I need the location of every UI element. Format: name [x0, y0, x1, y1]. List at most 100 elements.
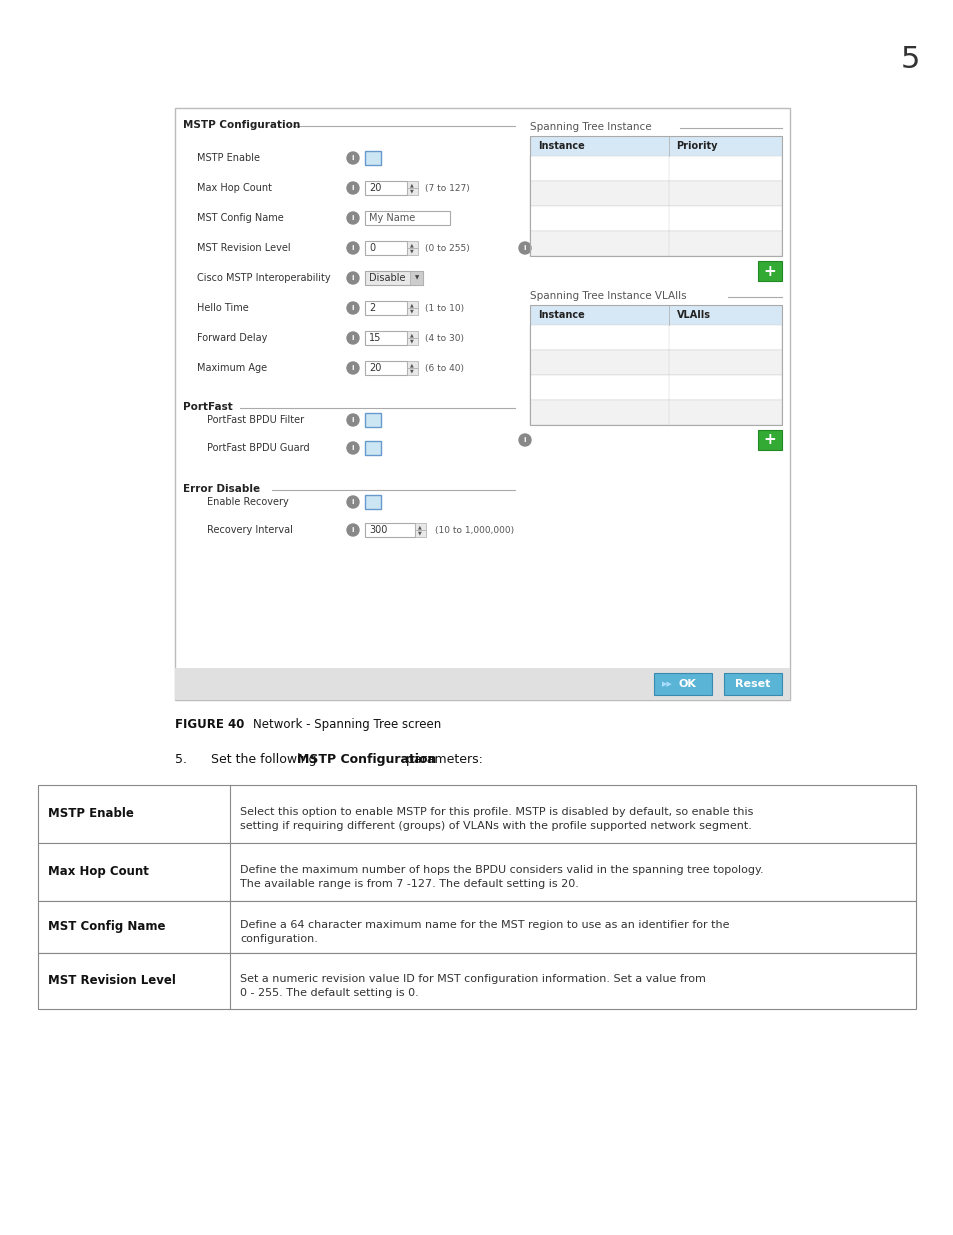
Bar — [407, 331, 417, 338]
Text: (7 to 127): (7 to 127) — [424, 184, 469, 193]
Text: +: + — [762, 263, 776, 279]
Text: Maximum Age: Maximum Age — [196, 363, 267, 373]
Text: 5.: 5. — [174, 753, 187, 766]
Bar — [407, 368, 417, 375]
Text: Error Disable: Error Disable — [183, 484, 260, 494]
Circle shape — [347, 272, 358, 284]
Bar — [365, 301, 407, 315]
Text: ▼: ▼ — [410, 248, 414, 253]
Bar — [530, 325, 781, 350]
Text: Instance: Instance — [537, 310, 584, 320]
Text: Max Hop Count: Max Hop Count — [48, 866, 149, 878]
Text: OK: OK — [678, 679, 695, 689]
Text: Priority: Priority — [676, 141, 718, 151]
Text: i: i — [352, 275, 354, 282]
Bar — [365, 522, 415, 537]
Bar — [723, 673, 781, 695]
Text: Set the following: Set the following — [199, 753, 320, 766]
Text: ▼: ▼ — [415, 275, 418, 280]
Circle shape — [347, 242, 358, 254]
Text: Forward Delay: Forward Delay — [196, 333, 267, 343]
Text: Define the maximum number of hops the BPDU considers valid in the spanning tree : Define the maximum number of hops the BP… — [240, 864, 762, 876]
Text: (0 to 255): (0 to 255) — [424, 243, 469, 252]
Text: Enable Recovery: Enable Recovery — [207, 496, 289, 508]
Bar — [530, 350, 781, 375]
Text: Hello Time: Hello Time — [196, 303, 249, 312]
Text: 2: 2 — [369, 303, 375, 312]
Text: i: i — [352, 499, 354, 505]
Bar — [407, 241, 417, 248]
Bar — [407, 338, 417, 345]
Text: +: + — [762, 432, 776, 447]
Bar — [407, 308, 417, 315]
Bar — [530, 136, 781, 156]
Text: i: i — [523, 437, 526, 443]
Text: i: i — [352, 245, 354, 251]
Bar — [365, 441, 380, 454]
Text: MSTP Enable: MSTP Enable — [48, 808, 133, 820]
Text: 20: 20 — [369, 183, 381, 193]
Circle shape — [347, 496, 358, 508]
Text: 5: 5 — [900, 44, 919, 74]
Text: MSTP Configuration: MSTP Configuration — [183, 120, 300, 130]
Bar — [530, 156, 781, 182]
Text: i: i — [352, 417, 354, 424]
Bar — [365, 182, 407, 195]
Text: Disable: Disable — [369, 273, 405, 283]
Text: PortFast: PortFast — [183, 403, 233, 412]
Bar — [758, 261, 781, 282]
Bar — [38, 953, 915, 1009]
Text: ▼: ▼ — [410, 368, 414, 373]
Bar — [407, 361, 417, 368]
Text: ▼: ▼ — [410, 189, 414, 194]
Text: parameters:: parameters: — [401, 753, 482, 766]
Text: (1 to 10): (1 to 10) — [424, 304, 464, 312]
Text: i: i — [352, 527, 354, 534]
Text: i: i — [352, 215, 354, 221]
Text: ▼: ▼ — [410, 338, 414, 343]
Text: i: i — [523, 245, 526, 251]
Circle shape — [518, 242, 531, 254]
Text: PortFast BPDU Filter: PortFast BPDU Filter — [207, 415, 304, 425]
Text: 0 - 255. The default setting is 0.: 0 - 255. The default setting is 0. — [240, 988, 418, 998]
Text: VLAIIs: VLAIIs — [676, 310, 710, 320]
Bar — [407, 301, 417, 308]
Text: Recovery Interval: Recovery Interval — [207, 525, 293, 535]
Bar — [415, 522, 426, 530]
Text: MST Config Name: MST Config Name — [48, 920, 165, 934]
Bar — [174, 107, 789, 700]
Bar — [407, 248, 417, 254]
Bar — [530, 206, 781, 231]
Text: My Name: My Name — [369, 212, 415, 224]
Text: Cisco MSTP Interoperability: Cisco MSTP Interoperability — [196, 273, 331, 283]
Text: PortFast BPDU Guard: PortFast BPDU Guard — [207, 443, 310, 453]
Circle shape — [347, 442, 358, 454]
Text: The available range is from 7 -127. The default setting is 20.: The available range is from 7 -127. The … — [240, 879, 578, 889]
Bar — [174, 668, 789, 700]
Bar — [530, 375, 781, 400]
Text: ▶▶: ▶▶ — [661, 680, 672, 687]
Text: configuration.: configuration. — [240, 934, 317, 944]
Text: Network - Spanning Tree screen: Network - Spanning Tree screen — [237, 718, 441, 731]
Bar — [758, 430, 781, 450]
Bar — [530, 305, 781, 325]
Bar — [530, 182, 781, 206]
Bar — [530, 400, 781, 425]
Circle shape — [518, 433, 531, 446]
Bar — [365, 361, 407, 375]
Bar — [415, 530, 426, 537]
Text: 300: 300 — [369, 525, 387, 535]
Bar — [530, 231, 781, 256]
Text: Select this option to enable MSTP for this profile. MSTP is disabled by default,: Select this option to enable MSTP for th… — [240, 806, 753, 818]
Text: MSTP Enable: MSTP Enable — [196, 153, 260, 163]
Text: ▲: ▲ — [410, 363, 414, 368]
Text: 15: 15 — [369, 333, 381, 343]
Text: MSTP Configuration: MSTP Configuration — [296, 753, 436, 766]
Text: i: i — [352, 335, 354, 341]
Text: MST Revision Level: MST Revision Level — [48, 974, 175, 988]
Text: Spanning Tree Instance: Spanning Tree Instance — [530, 122, 651, 132]
Bar — [38, 902, 915, 953]
Circle shape — [347, 303, 358, 314]
Text: Set a numeric revision value ID for MST configuration information. Set a value f: Set a numeric revision value ID for MST … — [240, 974, 705, 984]
Text: 20: 20 — [369, 363, 381, 373]
